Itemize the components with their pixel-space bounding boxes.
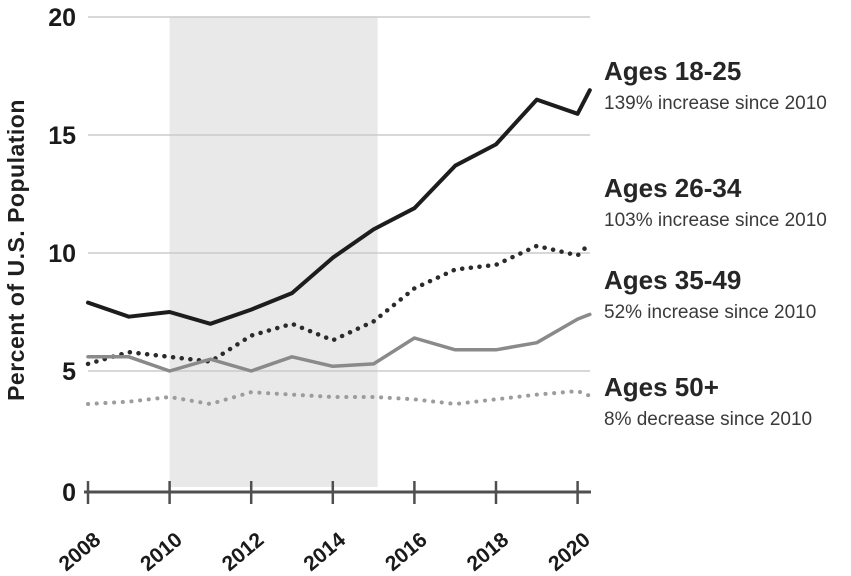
legend-item-ages-26-34: Ages 26-34 103% increase since 2010 <box>604 173 851 232</box>
series-line-ages-50- <box>86 389 592 406</box>
legend-subtitle-ages-18-25: 139% increase since 2010 <box>604 93 827 114</box>
x-tick-label-2014: 2014 <box>299 528 350 576</box>
legend-item-ages-50-plus: Ages 50+ 8% decrease since 2010 <box>604 372 851 431</box>
legend-title-ages-35-49: Ages 35-49 <box>604 265 742 295</box>
legend-title-ages-50-plus: Ages 50+ <box>604 372 719 402</box>
highlight-band-2010-2015 <box>169 17 378 487</box>
legend-title-ages-26-34: Ages 26-34 <box>604 173 742 203</box>
y-tick-label-20: 20 <box>48 4 76 32</box>
x-tick-label-2010: 2010 <box>136 528 187 576</box>
y-tick-label-15: 15 <box>48 122 76 150</box>
legend-item-ages-18-25: Ages 18-25 139% increase since 2010 <box>604 56 851 115</box>
legend-subtitle-ages-50-plus: 8% decrease since 2010 <box>604 409 813 430</box>
y-tick-label-0: 0 <box>62 479 76 507</box>
y-tick-label-5: 5 <box>62 358 76 386</box>
x-tick-label-2018: 2018 <box>463 528 514 576</box>
legend-title-ages-18-25: Ages 18-25 <box>604 56 742 86</box>
x-tick-label-2020: 2020 <box>544 528 595 576</box>
series-line-ages-35-49 <box>86 312 592 373</box>
x-tick-label-2012: 2012 <box>218 528 269 576</box>
legend-item-ages-35-49: Ages 35-49 52% increase since 2010 <box>604 265 851 324</box>
y-tick-label-10: 10 <box>48 240 76 268</box>
y-axis-title: Percent of U.S. Population <box>3 99 29 401</box>
legend-subtitle-ages-35-49: 52% increase since 2010 <box>604 302 817 323</box>
series-line-ages-18-25 <box>86 88 592 326</box>
x-tick-label-2016: 2016 <box>381 528 432 576</box>
series-line-ages-26-34 <box>85 241 593 367</box>
legend-subtitle-ages-26-34: 103% increase since 2010 <box>604 210 827 231</box>
x-tick-label-2008: 2008 <box>55 528 106 576</box>
